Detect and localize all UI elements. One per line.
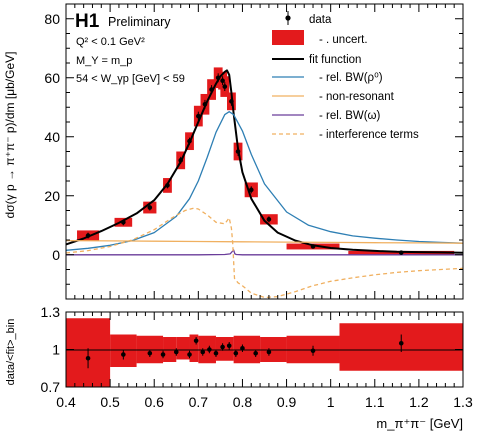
- x-tick-label: 0.7: [189, 394, 209, 410]
- legend-uncert-swatch: [272, 30, 304, 45]
- ratio-y-tick-label: 1: [52, 342, 60, 358]
- data-point: [310, 244, 316, 249]
- ratio-uncertainty-band: [66, 318, 463, 387]
- legend-uncert-label: - . uncert.: [319, 34, 368, 46]
- data-point: [147, 205, 153, 210]
- curve: [65, 239, 464, 244]
- x-tick-label: 0.4: [56, 394, 76, 410]
- main-uncertainty-boxes: [77, 67, 455, 255]
- ratio-point: [85, 355, 91, 361]
- legend-data-label: data: [309, 14, 332, 26]
- main-data-points: [85, 73, 404, 255]
- y-tick-label: 0: [52, 247, 60, 263]
- ratio-point: [226, 343, 232, 349]
- legend-interf-label: - interference terms: [319, 129, 419, 141]
- x-tick-label: 1: [327, 394, 335, 410]
- ratio-point: [187, 352, 192, 357]
- x-axis-label: m_π⁺π⁻ [GeV]: [376, 416, 463, 431]
- ratio-point: [253, 350, 258, 356]
- x-tick-label: 0.6: [144, 394, 164, 410]
- ratio-point: [233, 350, 239, 356]
- data-point: [222, 84, 228, 89]
- ratio-point: [160, 352, 166, 357]
- x-tick-label: 0.8: [233, 394, 253, 410]
- legend-fit-label: fit function: [309, 54, 361, 66]
- ratio-point: [200, 349, 206, 355]
- data-point: [165, 183, 170, 188]
- ratio-point: [310, 348, 316, 354]
- y-tick-label: 20: [44, 188, 60, 204]
- legend-rho-label: - rel. BW(ρ⁰): [319, 72, 383, 84]
- ratio-point: [173, 349, 179, 355]
- ratio-band-segment: [189, 334, 199, 362]
- legend-data-marker: [285, 11, 291, 25]
- ratio-point: [193, 338, 199, 344]
- data-point: [248, 187, 254, 193]
- data-point: [209, 87, 214, 92]
- ratio-point: [240, 345, 245, 351]
- x-tick-label: 0.9: [277, 394, 297, 410]
- data-point: [85, 233, 91, 238]
- y-tick-label: 40: [44, 129, 60, 145]
- curve: [65, 111, 464, 251]
- ratio-axis-ticks: 0.7 1 1.3 0.4 0.5 0.6 0.7 0.8 0.9 1 1.1 1.2 1.3: [41, 304, 473, 410]
- main-y-axis-label: dσ(γ p → π⁺π⁻ p)/dm [μb/GeV]: [3, 52, 17, 219]
- curve: [65, 207, 464, 299]
- x-tick-label: 0.5: [100, 394, 120, 410]
- legend-omega-label: - rel. BW(ω): [319, 110, 381, 122]
- y-tick-label: 60: [44, 70, 60, 86]
- data-point: [121, 220, 126, 225]
- ratio-point: [398, 340, 404, 346]
- data-point: [187, 138, 192, 144]
- curve: [65, 69, 464, 254]
- ratio-point: [147, 350, 153, 356]
- ratio-band-segment: [176, 337, 190, 360]
- x-tick-label: 1.3: [453, 394, 473, 410]
- experiment-label: H1: [75, 11, 100, 32]
- ratio-data-points: [85, 334, 404, 369]
- x-tick-label: 1.2: [409, 394, 429, 410]
- data-point: [235, 149, 241, 154]
- legend-nonres-label: - non-resonant: [319, 91, 395, 103]
- cut-q2: Q² < 0.1 GeV²: [76, 36, 145, 48]
- cut-my: M_Y = m_p: [76, 55, 132, 67]
- data-point: [220, 78, 225, 83]
- ratio-point: [121, 352, 126, 357]
- status-label: Preliminary: [108, 15, 171, 29]
- data-point: [202, 102, 208, 107]
- ratio-point: [266, 349, 272, 355]
- data-point: [196, 113, 201, 119]
- data-point: [229, 99, 234, 104]
- data-point: [215, 75, 221, 81]
- ratio-point: [213, 350, 219, 356]
- data-point: [178, 158, 183, 163]
- ratio-y-tick-label: 0.7: [41, 379, 61, 395]
- main-curves: [65, 69, 464, 299]
- ratio-band-segment: [215, 337, 234, 361]
- cut-w: 54 < W_γp [GeV] < 59: [76, 73, 185, 85]
- ratio-y-tick-label: 1.3: [41, 304, 61, 320]
- data-point: [266, 217, 272, 222]
- x-tick-label: 1.1: [365, 394, 385, 410]
- ratio-point: [220, 344, 225, 350]
- y-tick-label: 80: [44, 11, 60, 27]
- ratio-point: [207, 347, 212, 352]
- legend: data - . uncert. fit function - rel. BW(…: [272, 11, 419, 141]
- main-axis-ticks: 0 20 40 60 80: [44, 4, 464, 299]
- data-point: [398, 250, 404, 255]
- ratio-y-axis-label: data/<fit>_bin: [5, 319, 17, 386]
